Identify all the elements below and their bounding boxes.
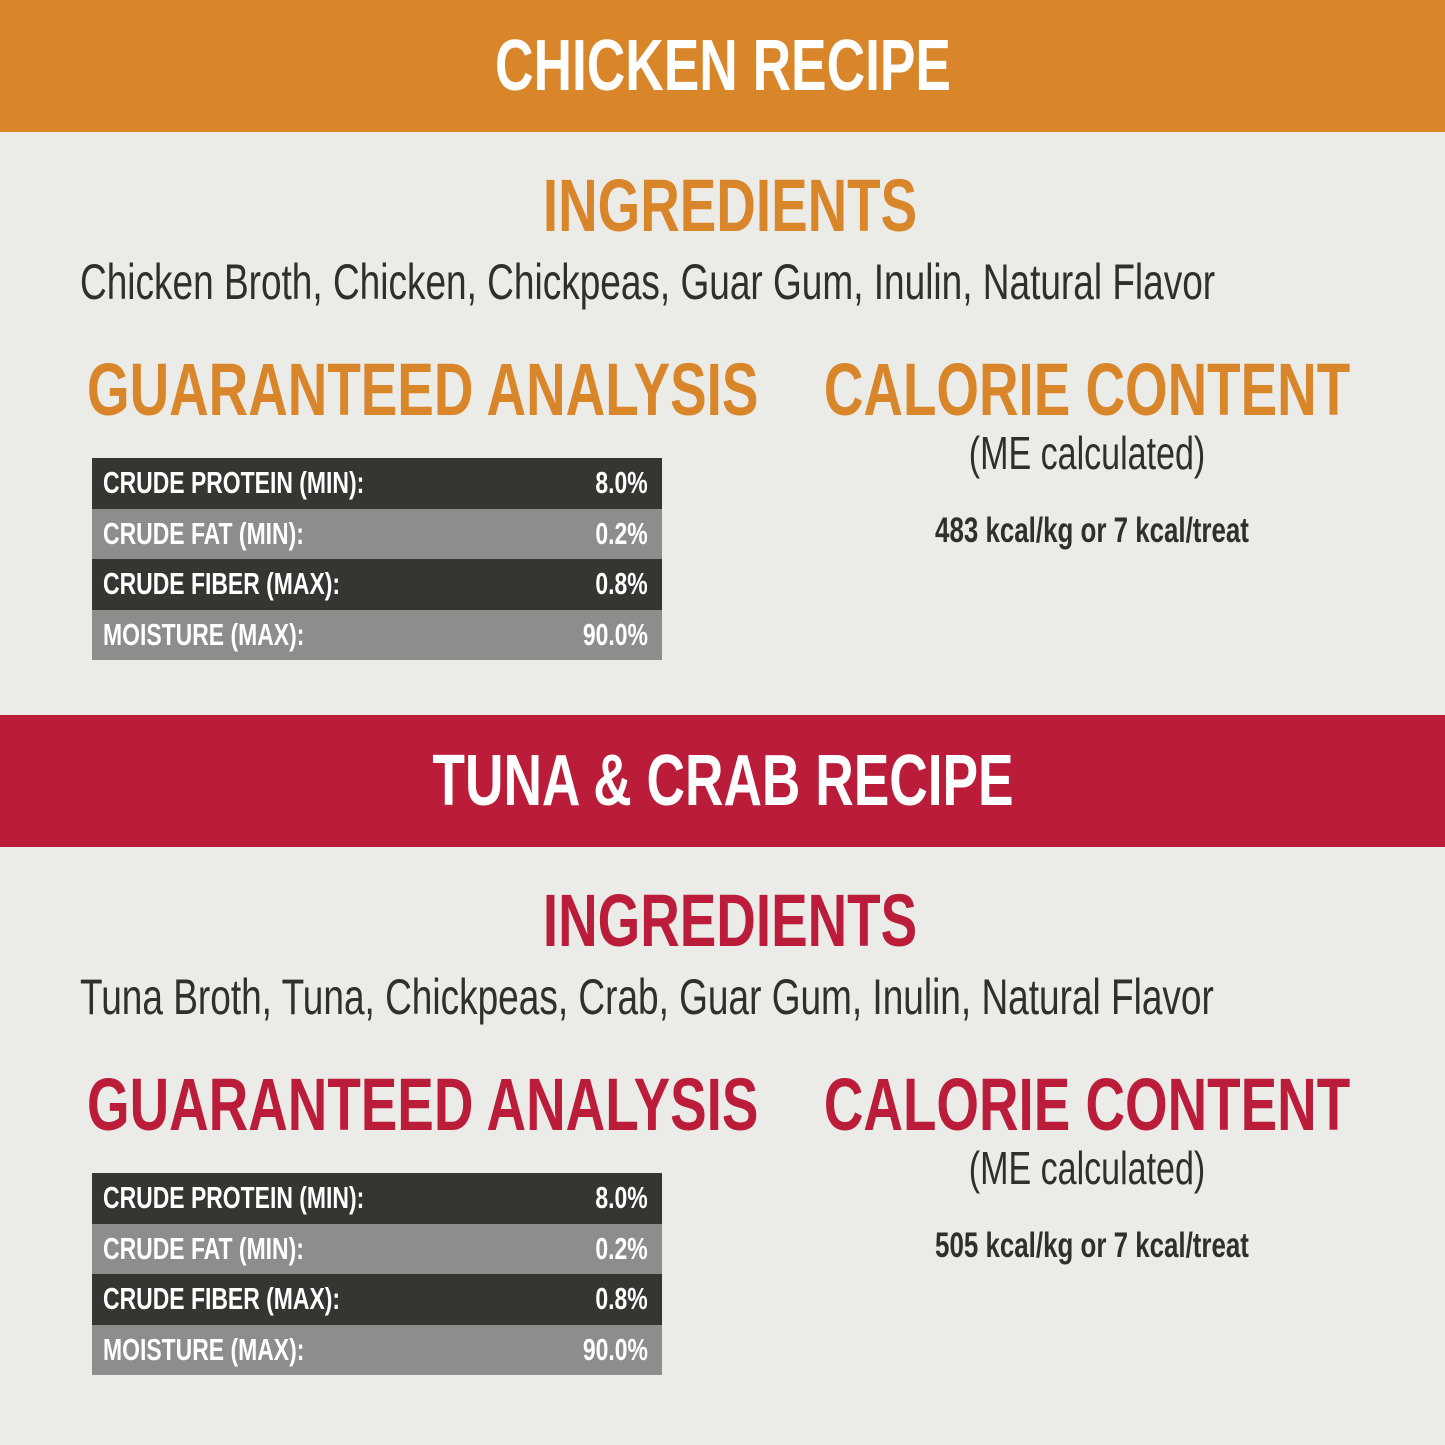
calorie-content: 483 kcal/kg or 7 kcal/treat — [935, 511, 1249, 550]
analysis-value: 0.8% — [595, 566, 648, 601]
calorie-content: 505 kcal/kg or 7 kcal/treat — [935, 1226, 1249, 1265]
analysis-value: 0.2% — [595, 515, 648, 551]
ingredients-text: Tuna Broth, Tuna, Chickpeas, Crab, Guar … — [80, 969, 1214, 1025]
analysis-label: MOISTURE (MAX): — [103, 616, 305, 652]
analysis-label: CRUDE PROTEIN (MIN): — [103, 465, 365, 500]
analysis-row: MOISTURE (MAX): 90.0% — [92, 609, 662, 660]
analysis-row: MOISTURE (MAX): 90.0% — [92, 1324, 662, 1375]
analysis-table: CRUDE PROTEIN (MIN): 8.0% CRUDE FAT (MIN):… — [92, 458, 662, 660]
analysis-label: CRUDE FAT (MIN): — [103, 515, 304, 551]
analysis-row: CRUDE PROTEIN (MIN): 8.0% — [92, 1173, 662, 1224]
analysis-heading: GUARANTEED ANALYSIS — [87, 348, 759, 431]
analysis-value: 90.0% — [582, 616, 648, 652]
analysis-value: 8.0% — [595, 1180, 648, 1215]
analysis-row: CRUDE FIBER (MAX): 0.8% — [92, 559, 662, 610]
analysis-value: 8.0% — [595, 465, 648, 500]
recipe-title: CHICKEN RECIPE — [495, 26, 951, 106]
analysis-row: CRUDE FAT (MIN): 0.2% — [92, 1223, 662, 1274]
recipe-section: CHICKEN RECIPE INGREDIENTS Chicken Broth, … — [0, 0, 1445, 715]
analysis-value: 0.2% — [595, 1230, 648, 1266]
analysis-value: 90.0% — [582, 1331, 648, 1367]
analysis-value: 0.8% — [595, 1281, 648, 1316]
analysis-label: MOISTURE (MAX): — [103, 1331, 305, 1367]
header-bar — [0, 0, 1445, 132]
ingredients-heading: INGREDIENTS — [542, 879, 918, 962]
ingredients-heading: INGREDIENTS — [542, 164, 918, 247]
analysis-table: CRUDE PROTEIN (MIN): 8.0% CRUDE FAT (MIN):… — [92, 1173, 662, 1375]
header-bar — [0, 715, 1445, 847]
analysis-label: CRUDE PROTEIN (MIN): — [103, 1180, 365, 1215]
analysis-row: CRUDE FAT (MIN): 0.2% — [92, 508, 662, 559]
recipe-title: TUNA & CRAB RECIPE — [432, 741, 1014, 821]
calorie-note: (ME calculated) — [968, 1142, 1206, 1194]
analysis-label: CRUDE FIBER (MAX): — [103, 566, 341, 601]
calorie-note: (ME calculated) — [968, 427, 1206, 479]
analysis-heading: GUARANTEED ANALYSIS — [87, 1063, 759, 1146]
recipe-section: TUNA & CRAB RECIPE INGREDIENTS Tuna Broth,… — [0, 715, 1445, 1445]
analysis-row: CRUDE FIBER (MAX): 0.8% — [92, 1274, 662, 1325]
analysis-row: CRUDE PROTEIN (MIN): 8.0% — [92, 458, 662, 509]
calorie-heading: CALORIE CONTENT — [823, 348, 1351, 431]
analysis-label: CRUDE FIBER (MAX): — [103, 1281, 341, 1316]
analysis-label: CRUDE FAT (MIN): — [103, 1230, 304, 1266]
ingredients-text: Chicken Broth, Chicken, Chickpeas, Guar … — [80, 254, 1216, 310]
calorie-heading: CALORIE CONTENT — [823, 1063, 1351, 1146]
